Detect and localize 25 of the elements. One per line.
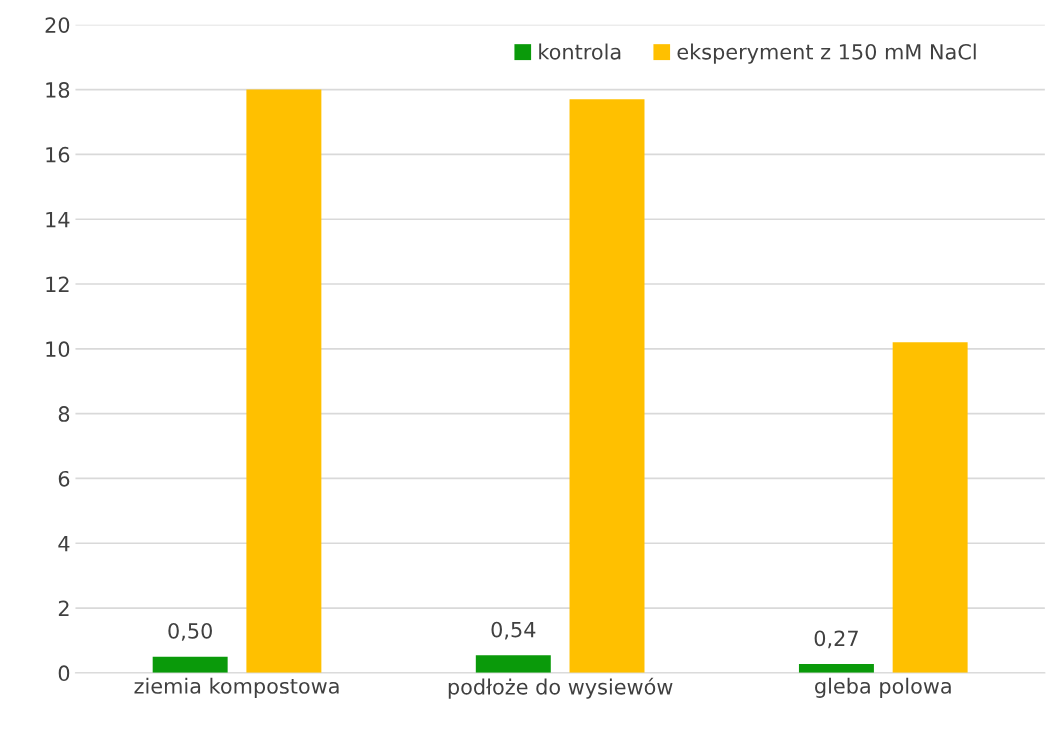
y-tick-label: 6: [58, 470, 70, 487]
y-tick-label: 4: [58, 535, 70, 552]
y-tick-label: 0: [58, 665, 70, 682]
y-tick-label: 8: [58, 406, 70, 422]
y-tick-label: 2: [58, 600, 69, 616]
y-tick-label: 20: [45, 17, 70, 33]
x-tick-label: gleba polowa: [815, 677, 951, 698]
bar: [892, 342, 968, 673]
y-tick-label: 12: [46, 276, 69, 292]
data-label: 0,54: [491, 621, 536, 640]
bar: [152, 656, 228, 673]
y-tick-label: 16: [46, 146, 70, 163]
legend-label: eksperyment z 150 mM NaCl: [677, 43, 976, 64]
x-tick-label: podłoże do wysiewów: [448, 677, 673, 699]
bar: [246, 89, 322, 673]
data-label: 0,50: [168, 622, 212, 641]
y-tick-label: 10: [46, 341, 70, 358]
data-label: 0,27: [814, 630, 858, 649]
x-tick-label: ziemia kompostowa: [134, 677, 339, 698]
y-tick-label: 18: [46, 82, 70, 98]
legend-label: kontrola: [539, 43, 621, 60]
y-tick-label: 14: [46, 211, 70, 228]
bar: [569, 99, 645, 673]
bar: [475, 655, 551, 673]
bar: [798, 664, 874, 673]
